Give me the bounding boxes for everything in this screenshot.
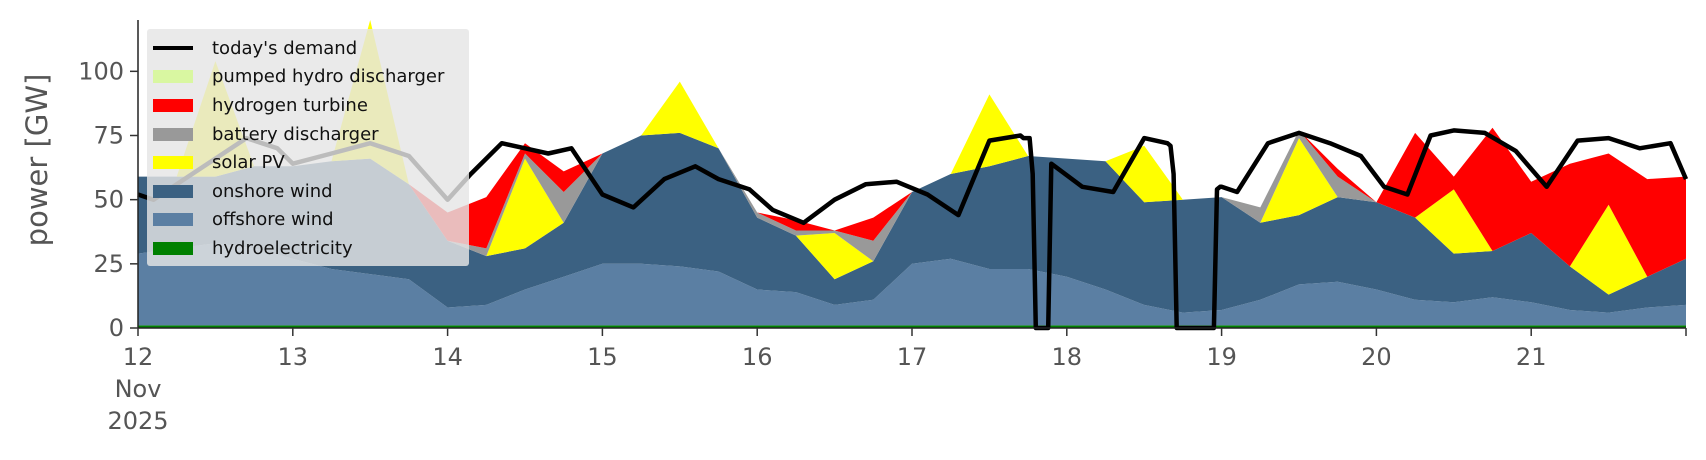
legend-label: solar PV bbox=[212, 152, 285, 174]
area-offshore-wind bbox=[138, 243, 1686, 326]
legend-item: onshore wind bbox=[153, 177, 469, 206]
x-tick-label: 19 bbox=[1206, 343, 1237, 371]
legend-label: pumped hydro discharger bbox=[212, 66, 445, 88]
area-solar-pv bbox=[138, 20, 1686, 295]
legend-label: hydrogen turbine bbox=[212, 94, 368, 116]
area-onshore-wind bbox=[138, 132, 1686, 313]
legend-swatch bbox=[153, 156, 193, 170]
x-tick-label: 21 bbox=[1516, 343, 1547, 371]
legend-swatch bbox=[153, 241, 193, 255]
y-tick-label: 100 bbox=[78, 57, 124, 85]
legend-label: battery discharger bbox=[212, 123, 379, 145]
legend-label: offshore wind bbox=[212, 209, 334, 231]
x-tick-label: 20 bbox=[1361, 343, 1392, 371]
x-tick-label: 16 bbox=[742, 343, 773, 371]
axes: 0 25 50 75 100 12 Nov 2025 13 14 15 16 17 18 19 20 21 bbox=[78, 20, 1687, 435]
legend-swatch bbox=[153, 70, 193, 84]
x-tick-label: 18 bbox=[1052, 343, 1083, 371]
y-axis-label: power [GW] bbox=[20, 74, 54, 247]
x-tick-sublabel: 2025 bbox=[107, 407, 168, 435]
x-tick-label: 13 bbox=[278, 343, 309, 371]
legend: today's demand pumped hydro discharger hyd… bbox=[147, 29, 469, 266]
legend-swatch bbox=[153, 213, 193, 227]
x-tick-label: 15 bbox=[587, 343, 618, 371]
legend-item: pumped hydro discharger bbox=[153, 63, 469, 92]
x-tick-label: 12 bbox=[123, 343, 154, 371]
legend-label: today's demand bbox=[212, 37, 358, 59]
legend-item: solar PV bbox=[153, 148, 469, 177]
legend-item: offshore wind bbox=[153, 206, 469, 235]
y-tick-label: 0 bbox=[109, 314, 124, 342]
legend-swatch bbox=[153, 98, 193, 112]
y-tick-label: 75 bbox=[93, 122, 124, 150]
legend-label: hydroelectricity bbox=[212, 237, 353, 259]
y-tick-label: 50 bbox=[93, 186, 124, 214]
legend-item: hydrogen turbine bbox=[153, 91, 469, 120]
y-tick-label: 25 bbox=[93, 250, 124, 278]
x-tick-label: 17 bbox=[897, 343, 928, 371]
legend-swatch bbox=[153, 46, 193, 51]
legend-swatch bbox=[153, 127, 193, 141]
legend-item: today's demand bbox=[153, 34, 469, 63]
x-tick-sublabel: Nov bbox=[115, 375, 162, 403]
legend-item: hydroelectricity bbox=[153, 234, 469, 263]
x-tick-label: 14 bbox=[432, 343, 463, 371]
legend-item: battery discharger bbox=[153, 120, 469, 149]
legend-label: onshore wind bbox=[212, 180, 333, 202]
legend-swatch bbox=[153, 184, 193, 198]
